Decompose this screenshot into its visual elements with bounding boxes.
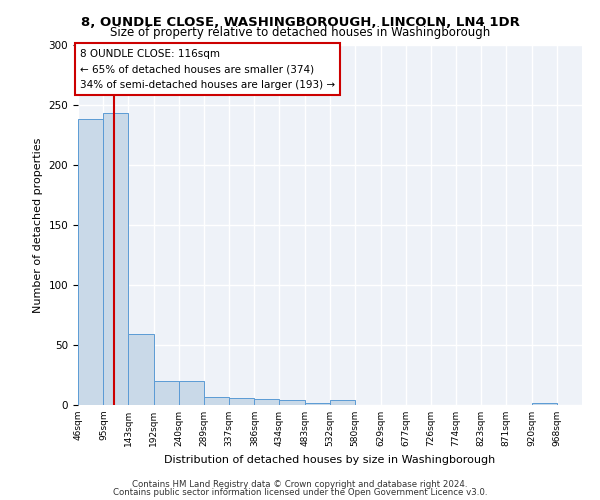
Bar <box>330 400 355 405</box>
X-axis label: Distribution of detached houses by size in Washingborough: Distribution of detached houses by size … <box>164 454 496 464</box>
Text: Size of property relative to detached houses in Washingborough: Size of property relative to detached ho… <box>110 26 490 39</box>
Bar <box>280 400 305 405</box>
Bar <box>305 402 330 405</box>
Text: Contains HM Land Registry data © Crown copyright and database right 2024.: Contains HM Land Registry data © Crown c… <box>132 480 468 489</box>
Bar <box>532 402 557 405</box>
Bar <box>154 381 179 405</box>
Text: 8, OUNDLE CLOSE, WASHINGBOROUGH, LINCOLN, LN4 1DR: 8, OUNDLE CLOSE, WASHINGBOROUGH, LINCOLN… <box>80 16 520 29</box>
Bar <box>78 120 103 405</box>
Bar <box>204 396 229 405</box>
Bar <box>179 381 204 405</box>
Bar <box>128 334 154 405</box>
Text: Contains public sector information licensed under the Open Government Licence v3: Contains public sector information licen… <box>113 488 487 497</box>
Bar <box>229 398 254 405</box>
Text: 8 OUNDLE CLOSE: 116sqm
← 65% of detached houses are smaller (374)
34% of semi-de: 8 OUNDLE CLOSE: 116sqm ← 65% of detached… <box>80 48 335 90</box>
Bar <box>103 114 128 405</box>
Bar <box>254 399 280 405</box>
Y-axis label: Number of detached properties: Number of detached properties <box>33 138 43 312</box>
